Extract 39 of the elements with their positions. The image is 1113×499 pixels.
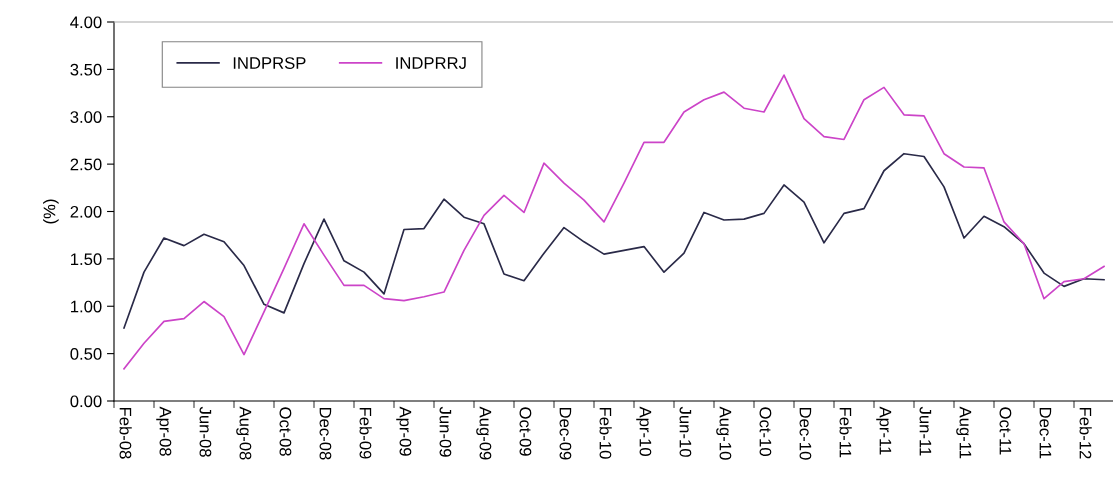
- y-tick-label: 4.00: [70, 16, 102, 29]
- x-tick-label: Aug-10: [716, 406, 732, 460]
- y-tick-label: 3.50: [70, 63, 102, 76]
- legend-label: INDPRRJ: [396, 57, 466, 69]
- y-tick-label: 2.00: [70, 205, 102, 218]
- x-tick-label: Oct-10: [759, 407, 772, 456]
- y-tick-label: 0.00: [70, 395, 102, 408]
- x-tick-label: Feb-12: [1079, 407, 1092, 459]
- x-tick-label: Jun-08: [199, 406, 212, 457]
- x-tick-label: Dec-10: [799, 407, 812, 460]
- x-tick-label: Jun-10: [679, 406, 692, 457]
- x-tick-label: Apr-11: [876, 406, 892, 455]
- x-tick-label: Oct-09: [519, 407, 532, 456]
- y-tick-label: 1.00: [71, 300, 102, 313]
- y-axis-title: (%): [43, 199, 59, 224]
- x-tick-label: Apr-10: [636, 406, 652, 456]
- x-tick-label: Feb-08: [119, 407, 132, 459]
- y-tick-label: 3.00: [70, 111, 102, 123]
- x-tick-label: Apr-08: [156, 406, 172, 456]
- line-series: [123, 74, 1105, 370]
- x-tick-label: Oct-11: [999, 407, 1012, 455]
- y-tick-label: 1.50: [71, 253, 102, 266]
- y-tick-label: 0.50: [70, 348, 102, 360]
- x-tick-label: Aug-11: [956, 406, 972, 459]
- x-tick-label: Jun-11: [919, 406, 932, 456]
- x-tick-label: Feb-11: [839, 407, 852, 458]
- x-tick-label: Aug-08: [236, 406, 252, 460]
- y-tick-label: 2.50: [70, 158, 102, 171]
- x-tick-label: Oct-08: [279, 407, 292, 456]
- x-tick-label: Dec-09: [559, 407, 572, 460]
- legend-label: INDPRSP: [233, 57, 306, 69]
- x-tick-label: Dec-11: [1039, 407, 1052, 459]
- x-tick-label: Dec-08: [319, 407, 332, 460]
- x-tick-label: Apr-09: [396, 406, 412, 456]
- x-tick-label: Feb-09: [359, 407, 372, 459]
- x-tick-label: Aug-09: [476, 406, 492, 460]
- x-tick-label: Feb-10: [599, 407, 612, 459]
- x-tick-label: Jun-09: [439, 406, 452, 457]
- line-series: [123, 152, 1105, 329]
